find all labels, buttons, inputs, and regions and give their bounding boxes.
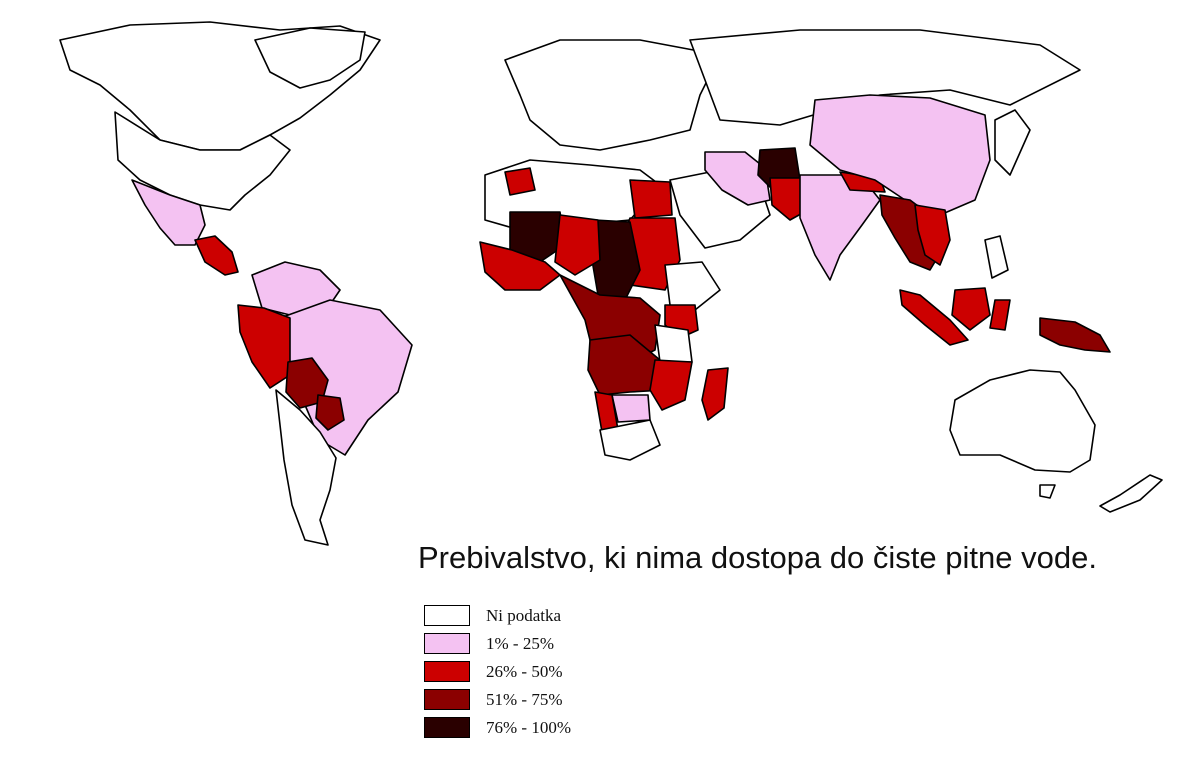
region-mali-niger: [509, 211, 566, 263]
region-mexico: [131, 179, 206, 246]
map-title: Prebivalstvo, ki nima dostopa do čiste p…: [418, 540, 1097, 575]
region-nigeria: [554, 214, 601, 276]
region-europe: [504, 39, 721, 151]
legend-swatch: [424, 661, 470, 682]
legend-item-51-75: 51% - 75%: [424, 686, 571, 713]
region-botswana: [611, 394, 651, 423]
legend: Ni podatka 1% - 25% 26% - 50% 51% - 75% …: [424, 602, 571, 742]
region-central-america: [194, 235, 239, 276]
region-new-guinea: [1039, 317, 1111, 353]
region-tasmania: [1039, 484, 1056, 499]
region-mozambique: [649, 359, 693, 411]
legend-item-no-data: Ni podatka: [424, 602, 571, 629]
legend-item-76-100: 76% - 100%: [424, 714, 571, 741]
region-egypt: [629, 179, 673, 219]
legend-swatch: [424, 605, 470, 626]
region-south-africa: [599, 419, 661, 461]
legend-swatch: [424, 633, 470, 654]
region-russia: [689, 29, 1081, 126]
region-paraguay: [315, 394, 345, 431]
region-korea-japan: [994, 109, 1031, 176]
region-china: [809, 94, 991, 216]
region-borneo: [951, 287, 991, 331]
region-ethiopia: [664, 261, 721, 311]
region-usa: [114, 111, 291, 211]
region-sumatra: [899, 289, 969, 346]
legend-item-26-50: 26% - 50%: [424, 658, 571, 685]
region-new-zealand: [1099, 474, 1163, 513]
legend-swatch: [424, 689, 470, 710]
region-morocco: [504, 167, 536, 196]
region-sulawesi: [989, 299, 1011, 331]
region-greenland: [254, 27, 366, 89]
legend-swatch: [424, 717, 470, 738]
region-chile-argentina: [275, 389, 337, 546]
legend-label: 26% - 50%: [486, 661, 563, 681]
region-madagascar: [701, 367, 729, 421]
region-west-africa: [479, 241, 561, 291]
region-peru: [237, 304, 291, 389]
region-tanzania: [654, 324, 693, 363]
world-map: [59, 21, 1163, 546]
legend-label: Ni podatka: [486, 605, 562, 625]
legend-item-1-25: 1% - 25%: [424, 630, 571, 657]
region-australia: [949, 369, 1096, 473]
region-iran: [704, 151, 771, 206]
region-pakistan: [769, 177, 809, 221]
region-angola-zambia: [587, 334, 666, 396]
region-philippines: [984, 235, 1009, 279]
legend-label: 76% - 100%: [486, 717, 571, 737]
region-vietnam-laos: [914, 204, 951, 266]
legend-label: 51% - 75%: [486, 689, 563, 709]
legend-label: 1% - 25%: [486, 633, 554, 653]
